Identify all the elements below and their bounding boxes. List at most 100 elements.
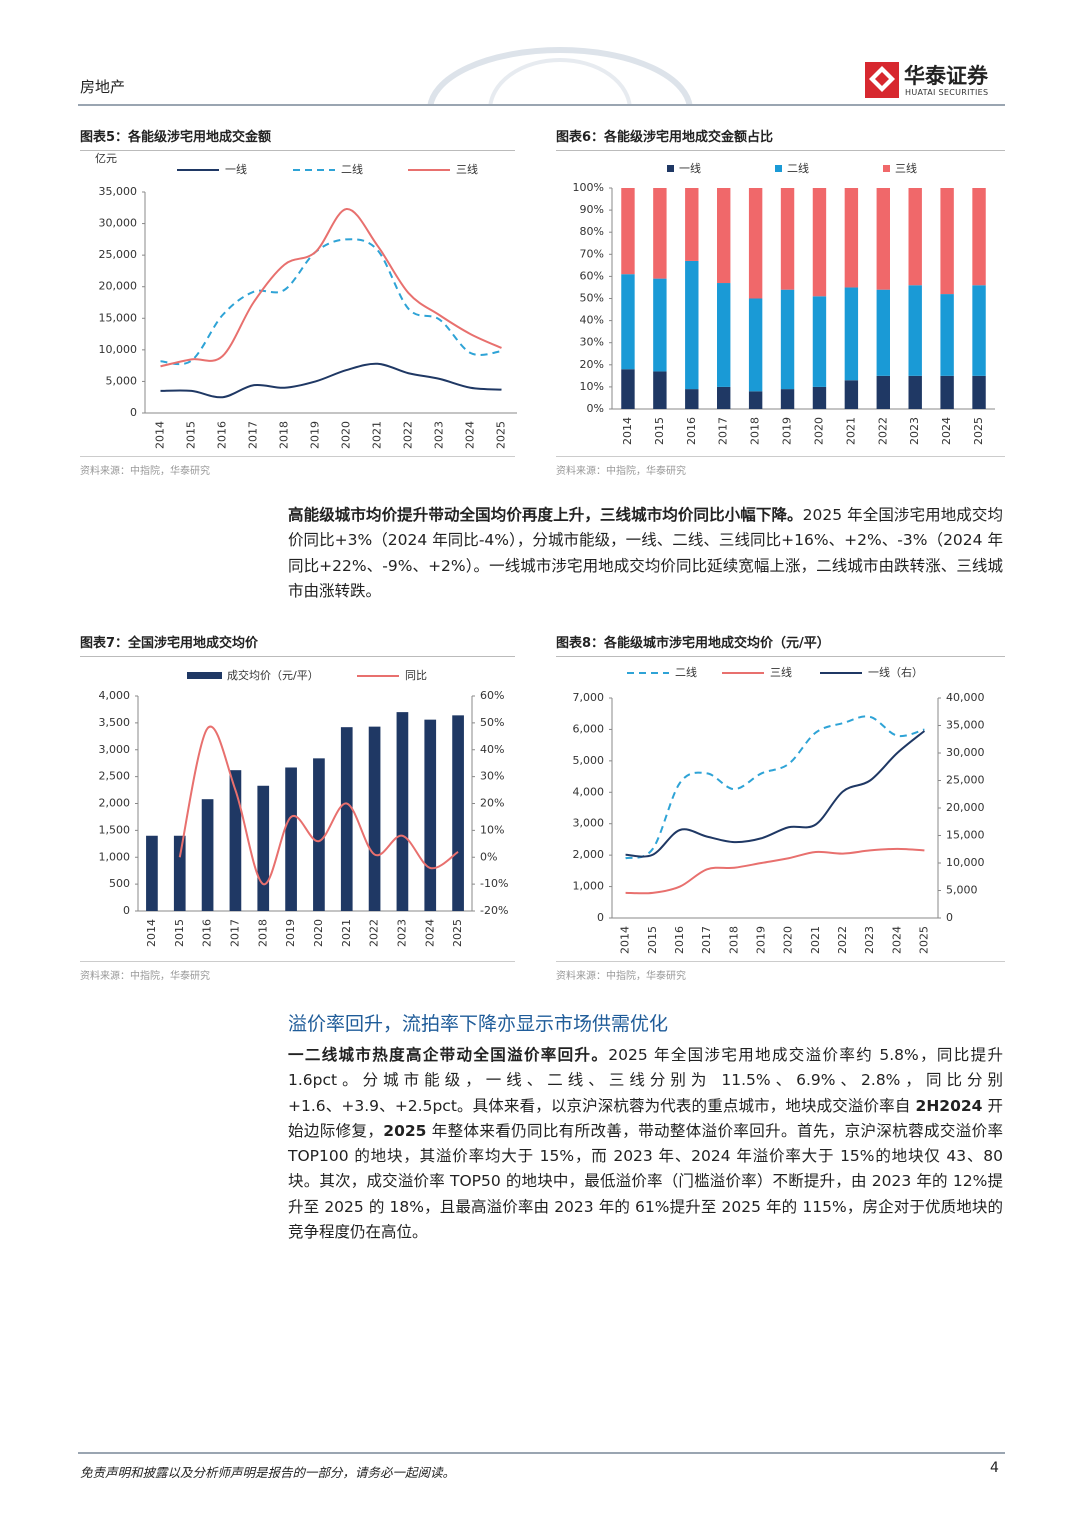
- x-tick-label: 2025: [495, 421, 508, 449]
- section-label: 房地产: [80, 78, 126, 96]
- bar: [201, 799, 214, 911]
- x-tick-label: 2020: [312, 919, 325, 947]
- legend-swatch: [187, 672, 222, 679]
- y-tick-label: 15,000: [99, 311, 138, 324]
- bar: [812, 188, 827, 297]
- y-unit: 亿元: [95, 152, 117, 165]
- bar: [621, 188, 635, 275]
- x-tick-label: 2022: [876, 417, 889, 445]
- bar: [146, 835, 158, 911]
- y-tick-label: 30%: [580, 336, 604, 349]
- bar: [812, 386, 827, 409]
- x-tick-label: 2019: [781, 417, 794, 445]
- y-tick-label: 1,000: [573, 880, 605, 893]
- x-tick-label: 2018: [278, 421, 291, 449]
- y-tick-label: 5,000: [946, 884, 978, 897]
- y-tick-label: 500: [109, 877, 130, 890]
- legend-label: 一线: [679, 161, 701, 175]
- bar: [285, 767, 297, 911]
- chart-source: 资料来源：中指院，华泰研究: [80, 456, 515, 477]
- chart-source: 资料来源：中指院，华泰研究: [556, 961, 1005, 982]
- chart-source: 资料来源：中指院，华泰研究: [80, 961, 515, 982]
- y-tick-label: 70%: [580, 247, 604, 260]
- x-tick-label: 2023: [433, 421, 446, 449]
- x-tick-label: 2018: [256, 919, 269, 947]
- bar: [685, 188, 699, 261]
- legend-label: 一线（右）: [868, 665, 923, 679]
- bar: [653, 278, 667, 372]
- bar: [972, 285, 986, 376]
- text-run: 2025 年全国涉宅用地成交均价同比+3%（2024 年同比-4%），分城市能级…: [288, 506, 1003, 600]
- y-tick-label: 60%: [580, 269, 604, 282]
- bar: [780, 188, 795, 290]
- x-tick-label: 2024: [464, 421, 477, 449]
- paragraph: 高能级城市均价提升带动全国均价再度上升，三线城市均价同比小幅下降。2025 年全…: [288, 503, 1003, 604]
- y-tick-label: 1,500: [99, 823, 131, 836]
- line-series: [178, 725, 459, 886]
- bar: [685, 260, 699, 390]
- footer-disclaimer: 免责声明和披露以及分析师声明是报告的一部分，请务必一起阅读。: [80, 1465, 456, 1480]
- y-tick-label: 50%: [480, 716, 504, 729]
- chart: 0 1,000 2,000 3,000 4,000 5,000 6,000 7,000 0 5,0…: [573, 665, 985, 954]
- legend-swatch: [883, 165, 890, 172]
- line-series: [160, 208, 502, 368]
- y-tick-label: 20%: [580, 358, 604, 371]
- line-series: [160, 238, 502, 366]
- bar: [396, 712, 409, 911]
- x-tick-label: 2014: [154, 421, 167, 449]
- bar: [717, 386, 731, 409]
- y-tick-label: 20%: [480, 797, 504, 810]
- bar: [844, 188, 859, 288]
- chart-title: 图表8：各能级城市涉宅用地成交均价（元/平）: [556, 632, 1005, 657]
- y-tick-label: 10%: [580, 380, 604, 393]
- x-tick-label: 2017: [717, 417, 730, 445]
- y-tick-label: 35,000: [99, 185, 138, 198]
- legend-swatch: [667, 165, 674, 172]
- y-tick-label: 7,000: [573, 691, 605, 704]
- x-tick-label: 2021: [844, 417, 857, 445]
- brand-logo: [865, 62, 899, 98]
- bar: [972, 188, 986, 286]
- bar: [748, 391, 763, 409]
- y-tick-label: 5,000: [106, 374, 138, 387]
- line-series: [625, 730, 926, 858]
- bar: [653, 371, 667, 409]
- y-tick-label: 30%: [480, 770, 504, 783]
- bar: [621, 369, 635, 409]
- x-tick-label: 2024: [423, 919, 436, 947]
- x-tick-label: 2017: [247, 421, 260, 449]
- y-tick-label: 0: [946, 911, 953, 924]
- bar: [257, 785, 270, 911]
- x-tick-label: 2017: [700, 926, 713, 954]
- header-rule: [78, 104, 1005, 106]
- y-tick-label: 3,000: [573, 817, 605, 830]
- x-tick-label: 2014: [145, 919, 158, 947]
- y-tick-label: 35,000: [946, 719, 985, 732]
- x-tick-label: 2023: [395, 919, 408, 947]
- y-tick-label: 10,000: [946, 856, 985, 869]
- y-tick-label: 10,000: [99, 343, 138, 356]
- y-tick-label: 80%: [580, 225, 604, 238]
- x-tick-label: 2020: [340, 421, 353, 449]
- x-tick-label: 2019: [284, 919, 297, 947]
- x-tick-label: 2022: [836, 926, 849, 954]
- x-tick-label: 2022: [402, 421, 415, 449]
- y-tick-label: 10%: [480, 823, 504, 836]
- legend-label: 三线: [456, 162, 478, 176]
- legend-label: 同比: [405, 669, 427, 682]
- y-tick-label: 0: [130, 406, 137, 419]
- chart-title: 图表5：各能级涉宅用地成交金额: [80, 126, 515, 151]
- x-tick-label: 2018: [727, 926, 740, 954]
- chart-title: 图表7：全国涉宅用地成交均价: [80, 632, 515, 657]
- x-tick-label: 2014: [621, 417, 634, 445]
- x-tick-label: 2021: [809, 926, 822, 954]
- bar: [812, 296, 827, 387]
- chart: 0 500 1,000 1,500 2,000 2,500 3,000 3,500 4,000 -…: [99, 668, 509, 947]
- bar: [685, 389, 699, 409]
- bar: [748, 298, 763, 392]
- y-tick-label: 4,000: [573, 785, 605, 798]
- y-tick-label: 40,000: [946, 691, 985, 704]
- y-tick-label: 5,000: [573, 754, 605, 767]
- x-tick-label: 2015: [173, 919, 186, 947]
- bar: [229, 770, 242, 911]
